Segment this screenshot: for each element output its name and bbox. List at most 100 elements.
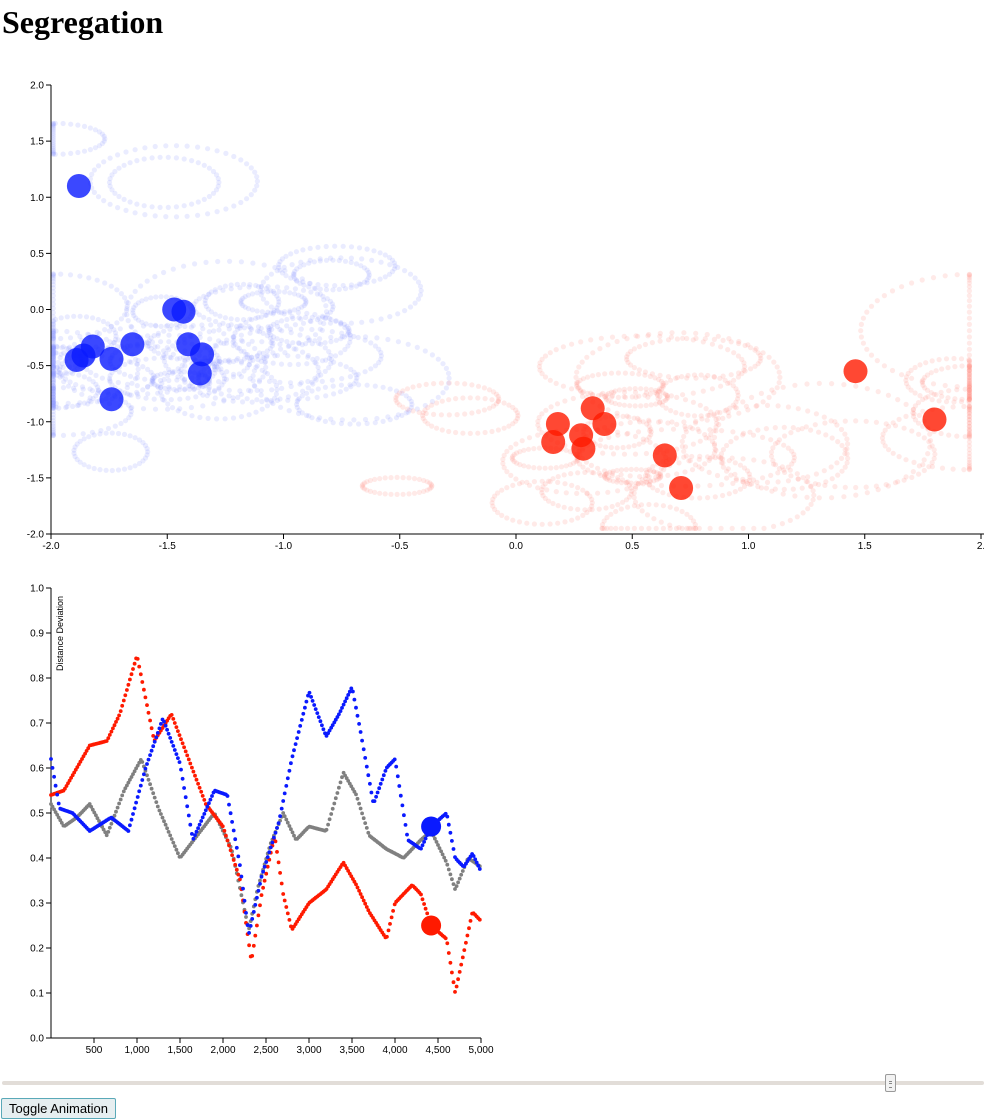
trail-dot [96,129,102,135]
trail-dot [780,491,786,497]
trail-dot [226,357,232,363]
trail-dot [587,493,593,499]
trail-dot [299,294,305,300]
trail-dot [680,335,686,341]
trail-dot [406,475,412,481]
blue-series-point [146,757,151,762]
trail-dot [50,310,56,316]
trail-dot [128,405,134,411]
line-axes: 500 1,000 1,500 2,000 2,500 3,000 3,500 4,000 4,… [30,584,494,1057]
trail-dot [244,196,250,202]
trail-dot [657,372,663,378]
trail-dot [371,248,377,254]
trail-dot [656,471,662,477]
trail-dot [590,350,596,356]
trail-dot [689,453,695,460]
time-slider-track[interactable] [2,1081,984,1085]
trail-dot [912,403,919,409]
trail-dot [772,486,778,492]
trail-dot [385,414,391,420]
trail-dot [966,395,973,401]
trail-dot [72,444,78,450]
blue-series-point [307,690,312,695]
trail-dot [136,437,143,443]
trail-dot [165,372,171,379]
trail-dot [584,354,590,360]
trail-dot [274,387,280,393]
trail-dot [306,337,313,343]
trail-dot [656,476,662,482]
trail-dot [655,396,661,402]
trail-dot [126,402,132,408]
trail-dot [50,122,56,128]
time-slider-handle[interactable] [885,1074,897,1092]
blue-series-point [155,731,160,735]
trail-dot [828,418,834,424]
trail-dot [400,475,406,481]
trail-dot [336,257,342,264]
trail-dot [247,316,253,322]
trail-dot [966,273,973,279]
trail-dot [298,326,304,332]
trail-dot [187,386,193,392]
trail-dot [744,468,751,474]
trail-dot [163,294,169,300]
trail-dot [510,517,516,523]
gray-series-point [117,801,121,806]
blue-series-point [383,769,388,773]
trail-dot [153,323,159,329]
trail-dot [445,380,452,386]
trail-dot [258,392,264,398]
trail-dot [134,361,141,367]
trail-dot [179,375,185,381]
trail-dot [50,314,56,320]
red-series-point [355,885,360,890]
trail-dot [499,512,505,518]
trail-dot [924,387,931,393]
trail-dot [121,162,127,168]
trail-dot [190,384,196,390]
trail-dot [109,467,115,474]
x-tick-label: 0.0 [509,541,523,552]
red-series-point [106,736,111,740]
trail-dot [50,385,56,392]
trail-dot [603,393,609,400]
trail-dot [173,214,180,220]
trail-dot [237,325,243,331]
trail-dot [50,395,56,401]
blue-series-point [188,822,193,827]
blue-series-point [134,800,139,805]
trail-dot [422,402,428,409]
trail-dot [238,157,244,163]
gray-series-point [440,852,445,857]
red-series-point [233,862,238,867]
trail-dot [343,364,349,370]
trail-dot [330,287,336,293]
trail-dot [697,453,703,459]
trail-dot [482,396,488,402]
trail-dot [966,340,973,346]
trail-dot [422,407,428,413]
trail-dot [50,330,56,336]
trail-dot [839,442,845,449]
trail-dot [892,480,899,486]
trail-dot [241,317,247,323]
trail-dot [683,426,689,432]
trail-dot [50,404,56,410]
trail-dot [536,465,543,471]
trail-dot [754,479,760,485]
x-tick-label: 2. [977,541,984,552]
trail-dot [266,328,272,334]
trail-dot [88,369,94,376]
blue-series-point [354,705,358,710]
trail-dot [258,283,264,289]
trail-dot [493,401,499,407]
trail-dot [921,435,927,441]
trail-dot [279,385,285,391]
trail-dot [643,450,650,457]
trail-dot [272,395,278,401]
trail-dot [235,355,241,362]
trail-dot [539,487,545,493]
toggle-animation-button[interactable]: Toggle Animation [1,1098,117,1119]
trail-dot [50,399,56,405]
